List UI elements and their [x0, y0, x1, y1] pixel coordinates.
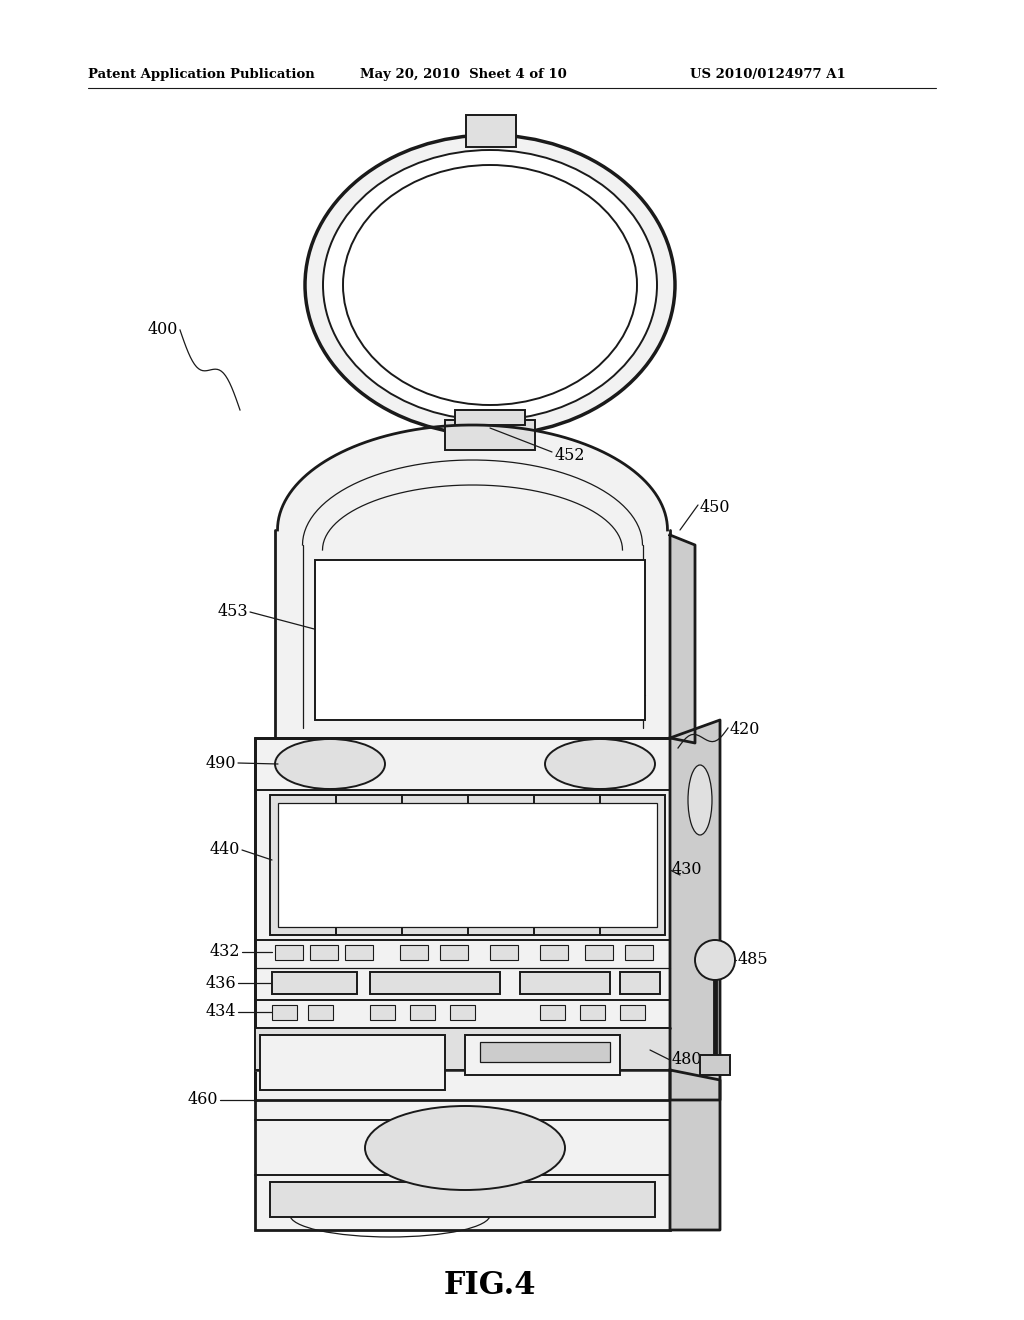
Bar: [450, 1005, 475, 1020]
Bar: [308, 1005, 333, 1020]
Text: 432: 432: [210, 944, 240, 961]
Text: 490: 490: [206, 755, 236, 771]
Ellipse shape: [545, 739, 655, 789]
Bar: [400, 945, 428, 960]
Bar: [270, 795, 665, 935]
Bar: [315, 560, 645, 719]
Bar: [440, 945, 468, 960]
Bar: [490, 945, 518, 960]
Polygon shape: [670, 535, 695, 743]
Bar: [310, 945, 338, 960]
Bar: [455, 411, 525, 425]
Ellipse shape: [688, 766, 712, 836]
Ellipse shape: [343, 165, 637, 405]
Text: FIG.4: FIG.4: [443, 1270, 537, 1300]
Bar: [465, 1035, 620, 1074]
Circle shape: [695, 940, 735, 979]
Bar: [410, 1005, 435, 1020]
Text: 430: 430: [672, 862, 702, 879]
Ellipse shape: [365, 1106, 565, 1191]
Text: 420: 420: [730, 722, 761, 738]
Bar: [625, 945, 653, 960]
Polygon shape: [670, 719, 720, 1100]
Bar: [700, 1055, 730, 1074]
Text: 452: 452: [555, 446, 586, 463]
Ellipse shape: [323, 150, 657, 420]
Bar: [580, 1005, 605, 1020]
Bar: [255, 738, 670, 1100]
Ellipse shape: [275, 739, 385, 789]
Bar: [278, 803, 657, 927]
Polygon shape: [670, 1071, 720, 1230]
Bar: [272, 972, 357, 994]
Text: 453: 453: [217, 603, 248, 620]
Bar: [270, 1181, 655, 1217]
Bar: [466, 115, 516, 147]
Bar: [255, 1071, 670, 1230]
Ellipse shape: [305, 135, 675, 436]
Bar: [585, 945, 613, 960]
Bar: [272, 1005, 297, 1020]
Text: 450: 450: [700, 499, 730, 516]
Text: US 2010/0124977 A1: US 2010/0124977 A1: [690, 69, 846, 81]
Text: 460: 460: [187, 1092, 218, 1109]
Bar: [540, 1005, 565, 1020]
Bar: [445, 420, 535, 450]
Text: 436: 436: [206, 974, 236, 991]
Text: 440: 440: [210, 842, 240, 858]
Bar: [480, 1041, 610, 1063]
Text: May 20, 2010  Sheet 4 of 10: May 20, 2010 Sheet 4 of 10: [360, 69, 566, 81]
Text: 485: 485: [738, 952, 769, 969]
Polygon shape: [275, 425, 670, 738]
Bar: [520, 972, 610, 994]
Text: 434: 434: [206, 1003, 236, 1020]
Bar: [275, 945, 303, 960]
Bar: [370, 1005, 395, 1020]
Text: 480: 480: [672, 1052, 702, 1068]
Bar: [620, 1005, 645, 1020]
Text: 400: 400: [147, 322, 178, 338]
Bar: [540, 945, 568, 960]
Text: Patent Application Publication: Patent Application Publication: [88, 69, 314, 81]
Bar: [345, 945, 373, 960]
Bar: [620, 972, 660, 994]
Bar: [370, 972, 500, 994]
Bar: [260, 1035, 445, 1090]
Polygon shape: [255, 1028, 670, 1071]
